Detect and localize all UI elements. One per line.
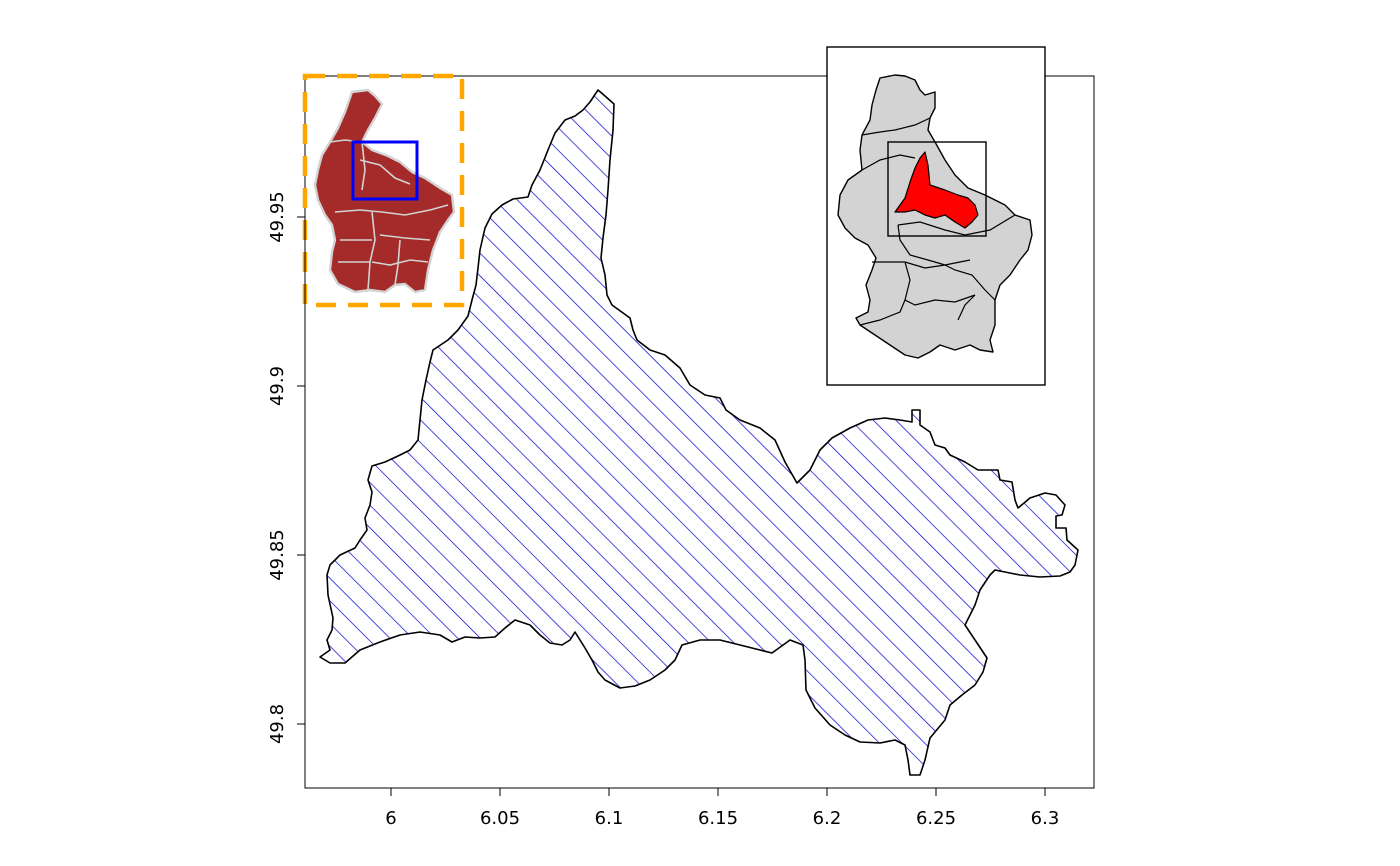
inset-right-borders [859, 117, 1016, 326]
x-tick-label: 6 [385, 808, 396, 829]
y-tick-label: 49.9 [267, 366, 288, 406]
inset-right [826, 46, 1046, 386]
x-tick-label: 6.05 [480, 808, 520, 829]
inset-left [302, 73, 465, 308]
x-tick-label: 6.25 [916, 808, 956, 829]
y-tick-label: 49.95 [267, 191, 288, 243]
y-axis: 49.8 49.85 49.9 49.95 [267, 191, 306, 744]
x-tick-label: 6.3 [1031, 808, 1060, 829]
inset-right-zoom-box [887, 141, 987, 237]
x-tick-label: 6.15 [698, 808, 738, 829]
x-axis: 6 6.05 6.1 6.15 6.2 6.25 6.3 [385, 787, 1060, 829]
y-tick-label: 49.8 [267, 704, 288, 744]
main-map-layer [319, 89, 1079, 776]
inset-left-country-shape [313, 88, 456, 294]
inset-left-zoom-box [351, 140, 419, 201]
x-tick-label: 6.1 [595, 808, 624, 829]
main-region-shape [319, 89, 1079, 776]
inset-right-highlight-region [894, 151, 979, 229]
inset-left-dashed-border [302, 73, 465, 308]
y-tick-label: 49.85 [267, 529, 288, 581]
x-tick-label: 6.2 [813, 808, 842, 829]
